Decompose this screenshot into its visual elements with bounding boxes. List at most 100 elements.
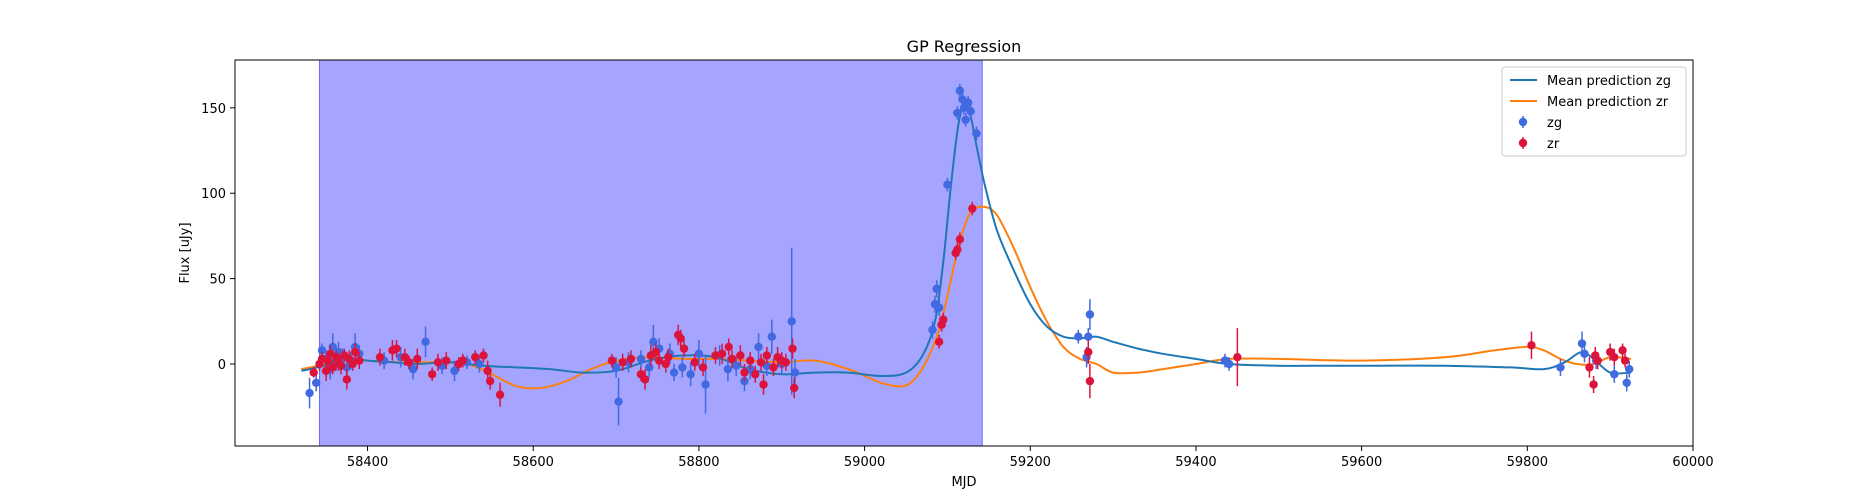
point-zr [664,352,673,362]
point-zr [736,351,745,360]
line-mean-prediction-zg [301,104,1631,378]
point-zr [433,358,443,367]
point-zr [1527,341,1536,350]
point-zr [690,358,699,367]
point-zg [614,397,623,406]
point-zr [1084,347,1093,357]
point-zr [1593,356,1602,365]
point-zr [1618,346,1627,355]
point-zr [654,356,664,365]
point-zg [1622,378,1631,388]
point-zg [636,354,646,364]
x-axis-label: MJD [951,475,976,490]
point-zg [731,361,741,370]
point-zr [788,344,797,353]
point-zg [1580,349,1589,358]
point-zr [955,235,965,244]
point-zr [442,356,451,365]
point-zg [694,349,704,358]
shaded-region-layer [318,59,983,447]
x-tick-label: 59800 [1507,455,1548,470]
point-zg [787,317,796,326]
point-zg [1085,310,1095,319]
point-zr [626,354,636,364]
legend-marker-swatch [1518,138,1528,148]
point-zg [961,115,970,124]
point-zr [746,356,755,365]
point-zg [475,359,484,369]
point-zr [336,361,346,370]
point-zg [723,364,733,374]
x-tick-label: 58600 [513,455,554,470]
point-zg [1610,370,1619,379]
point-zr [939,315,948,324]
point-zr [953,245,962,254]
plot-frame [234,59,1694,447]
point-zr [413,354,422,364]
point-zr [1585,363,1594,372]
point-zr [968,204,977,213]
point-zg [767,332,777,341]
point-zr [676,334,685,343]
point-zr [479,351,488,360]
point-zg [421,337,430,347]
point-zr [355,356,364,365]
x-tick-label: 59400 [1175,455,1216,470]
point-zg [1074,332,1083,341]
x-tick-label: 59000 [844,455,885,470]
point-zr [724,342,733,352]
point-zg [669,368,679,377]
data-points-layer [305,83,1634,426]
point-zr [1085,376,1095,386]
point-zr [471,352,480,362]
point-zr [781,358,791,367]
point-zr [698,363,708,372]
x-tick-label: 58400 [347,455,388,470]
legend-marker-swatch [1518,117,1528,127]
point-zr [375,352,385,362]
x-tick-label: 58800 [678,455,719,470]
point-zg [311,378,321,388]
point-zr [321,366,331,376]
point-zr [1620,356,1630,365]
point-zr [427,370,437,379]
point-zg [1556,363,1565,372]
line-mean-prediction-zr [301,205,1632,390]
point-zg [611,363,621,372]
point-zr [934,337,944,347]
point-zg [932,284,941,294]
point-zg [934,303,944,312]
point-zg [701,380,710,389]
point-zg [1625,364,1634,374]
point-zr [350,347,360,357]
y-axis-label: Flux [uJy] [178,222,193,283]
point-zg [953,108,962,118]
point-zr [769,363,778,372]
point-zg [943,180,952,189]
point-zr [717,349,727,358]
point-zr [458,356,468,365]
prediction-lines-layer [301,104,1632,390]
point-zr [495,390,505,399]
point-zr [607,356,617,365]
point-zr [404,358,414,367]
point-zr [711,351,720,360]
axes-layer: 58400 58600 58800 59000 59200 59400 59600 59800… [201,102,1714,470]
point-zg [305,388,314,398]
point-zr [789,383,799,393]
point-zr [618,358,627,367]
point-zr [485,376,495,386]
point-zr [328,363,337,372]
point-zg [754,342,763,352]
point-zg [966,107,975,116]
legend-label: zr [1547,137,1560,152]
x-tick-label: 59200 [1010,455,1051,470]
legend-box [1501,66,1687,157]
point-zr [309,368,318,377]
y-tick-label: 100 [201,187,226,202]
point-zg [972,129,981,138]
point-zr [759,380,768,389]
point-zr [651,347,661,357]
point-zr [679,344,689,353]
